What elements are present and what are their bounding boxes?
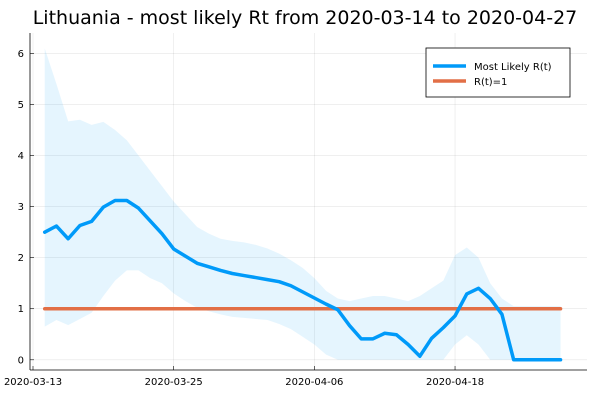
tick-label-layer: 0 1 2 3 4 5 6 2020-03-13 2020-03-25 2020-04-06 202… [4, 49, 484, 388]
y-tick-label: 4 [18, 151, 24, 162]
confidence-band-layer [44, 48, 561, 360]
x-tick-label: 2020-03-13 [4, 377, 62, 388]
legend: Most Likely R(t) R(t)=1 [425, 47, 571, 98]
series-line-layer [42, 198, 563, 362]
legend-label-rt-1: R(t)=1 [474, 77, 507, 88]
x-tick-label: 2020-04-06 [285, 377, 343, 388]
y-tick-label: 3 [18, 202, 24, 213]
axis-layer [29, 33, 587, 371]
x-tick-label: 2020-03-25 [145, 377, 203, 388]
y-tick-label: 2 [18, 253, 24, 264]
confidence-band [44, 48, 561, 360]
y-tick-label: 0 [18, 355, 24, 366]
y-tick-label: 5 [18, 100, 24, 111]
x-tick-label: 2020-04-18 [426, 377, 484, 388]
legend-label-most-likely: Most Likely R(t) [474, 62, 552, 73]
y-tick-label: 1 [18, 304, 24, 315]
legend-box [425, 47, 571, 98]
chart-title: Lithuania - most likely Rt from 2020-03-… [33, 7, 578, 29]
y-tick-label: 6 [18, 49, 24, 60]
series-line-most-likely [42, 198, 563, 362]
